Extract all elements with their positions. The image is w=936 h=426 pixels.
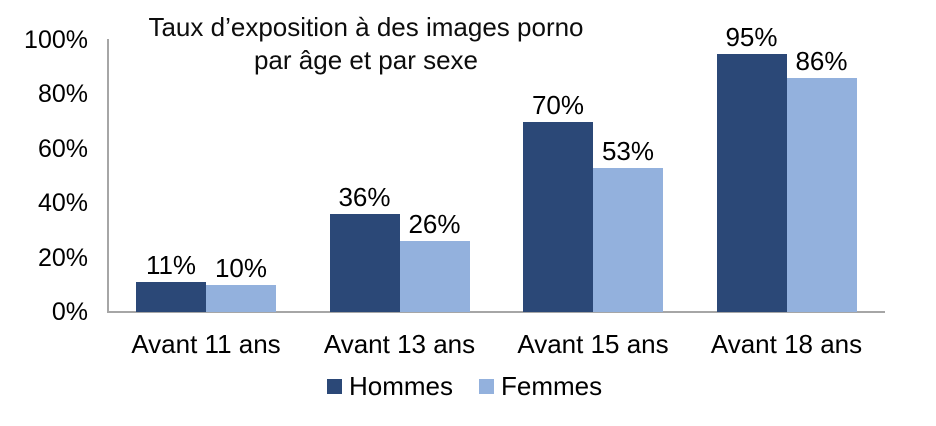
legend-swatch-icon — [479, 378, 495, 394]
y-axis-tick-label: 80% — [37, 80, 88, 109]
y-axis-line — [107, 39, 109, 313]
y-axis-tick-label: 20% — [37, 243, 88, 272]
y-axis-tick-label: 100% — [24, 26, 88, 54]
bar-hommes-avant-13-ans — [329, 214, 400, 312]
bar-value-label: 11% — [145, 250, 197, 281]
bar-hommes-avant-15-ans — [523, 121, 593, 312]
bar-hommes-avant-11-ans — [136, 282, 206, 312]
x-axis-category-label: Avant 15 ans — [517, 329, 669, 359]
y-axis-tick-label: 0% — [51, 298, 88, 326]
y-axis-tick-label: 60% — [37, 134, 88, 163]
x-axis-category-label: Avant 11 ans — [131, 329, 281, 359]
chart-title: Taux d’exposition à des images porno par… — [148, 12, 584, 75]
bar-femmes-avant-18-ans — [786, 78, 857, 312]
bar-value-label: 86% — [795, 46, 848, 77]
legend-item-femmes: Femmes — [479, 372, 602, 400]
legend-item-hommes: Hommes — [327, 372, 453, 400]
x-axis-category-label: Avant 18 ans — [710, 329, 863, 359]
x-axis-line — [107, 311, 885, 313]
bar-femmes-avant-15-ans — [593, 167, 663, 312]
bar-value-label: 70% — [531, 89, 585, 120]
bar-value-label: 26% — [408, 209, 461, 240]
bar-femmes-avant-13-ans — [399, 241, 470, 312]
legend-label: Femmes — [501, 371, 603, 401]
legend: Hommes Femmes — [327, 372, 602, 400]
x-axis-category-label: Avant 13 ans — [323, 329, 476, 359]
bar-value-label: 10% — [214, 252, 268, 283]
bar-value-label: 36% — [338, 182, 391, 213]
bar-femmes-avant-11-ans — [206, 284, 276, 312]
bar-hommes-avant-18-ans — [716, 53, 787, 312]
bar-value-label: 95% — [725, 21, 778, 52]
legend-label: Hommes — [349, 371, 454, 401]
y-axis-tick-label: 40% — [37, 189, 88, 218]
bar-value-label: 53% — [601, 135, 655, 166]
legend-swatch-icon — [327, 378, 342, 394]
